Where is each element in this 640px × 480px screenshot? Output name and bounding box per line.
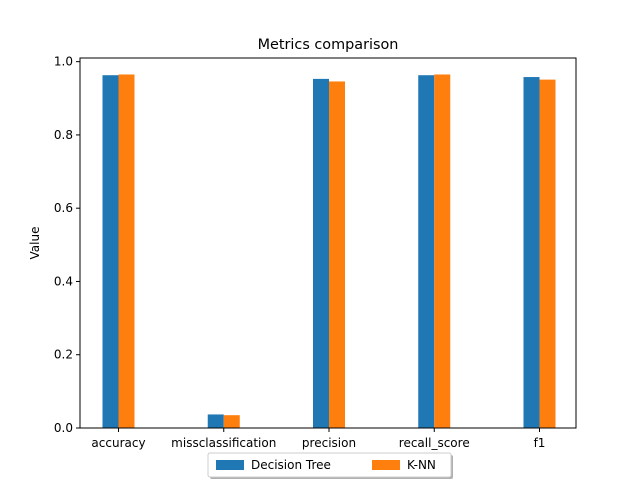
bars <box>102 74 556 429</box>
plot-frame <box>79 57 577 429</box>
legend-label: Decision Tree <box>251 458 331 472</box>
legend-box <box>207 452 452 478</box>
chart-title: Metrics comparison <box>258 37 399 53</box>
y-tick-label: 0.6 <box>54 201 73 215</box>
bar-decision-tree <box>313 78 329 428</box>
y-axis-label: Value <box>28 227 42 260</box>
x-tick-label: f1 <box>534 436 546 450</box>
bar-knn <box>434 74 451 429</box>
y-tick-label: 0.2 <box>54 348 73 362</box>
bar-decision-tree <box>523 77 540 429</box>
bar-decision-tree <box>418 75 435 428</box>
y-tick-label: 0.8 <box>54 128 73 142</box>
x-tick-label: precision <box>302 436 356 450</box>
legend-label: K-NN <box>407 458 436 472</box>
x-tick-label: missclassification <box>171 436 276 450</box>
y-tick-label: 0.0 <box>54 421 73 435</box>
bar-knn <box>223 415 240 428</box>
legend: Decision Tree K-NN <box>207 452 453 479</box>
y-tick-label: 1.0 <box>54 55 73 69</box>
bar-knn <box>329 81 345 428</box>
bar-decision-tree <box>102 75 119 428</box>
bar-knn <box>118 74 135 429</box>
x-tick-label: recall_score <box>399 436 470 450</box>
legend-swatch <box>216 460 244 470</box>
bar-decision-tree <box>207 414 224 428</box>
x-tick-label: accuracy <box>91 436 145 450</box>
y-tick-label: 0.4 <box>54 274 73 288</box>
y-axis: 0.0 0.2 0.4 0.6 0.8 1.0 <box>54 55 80 435</box>
x-axis: accuracy missclassification precision recal… <box>91 428 545 450</box>
bar-knn <box>539 79 556 428</box>
legend-swatch <box>372 460 400 470</box>
